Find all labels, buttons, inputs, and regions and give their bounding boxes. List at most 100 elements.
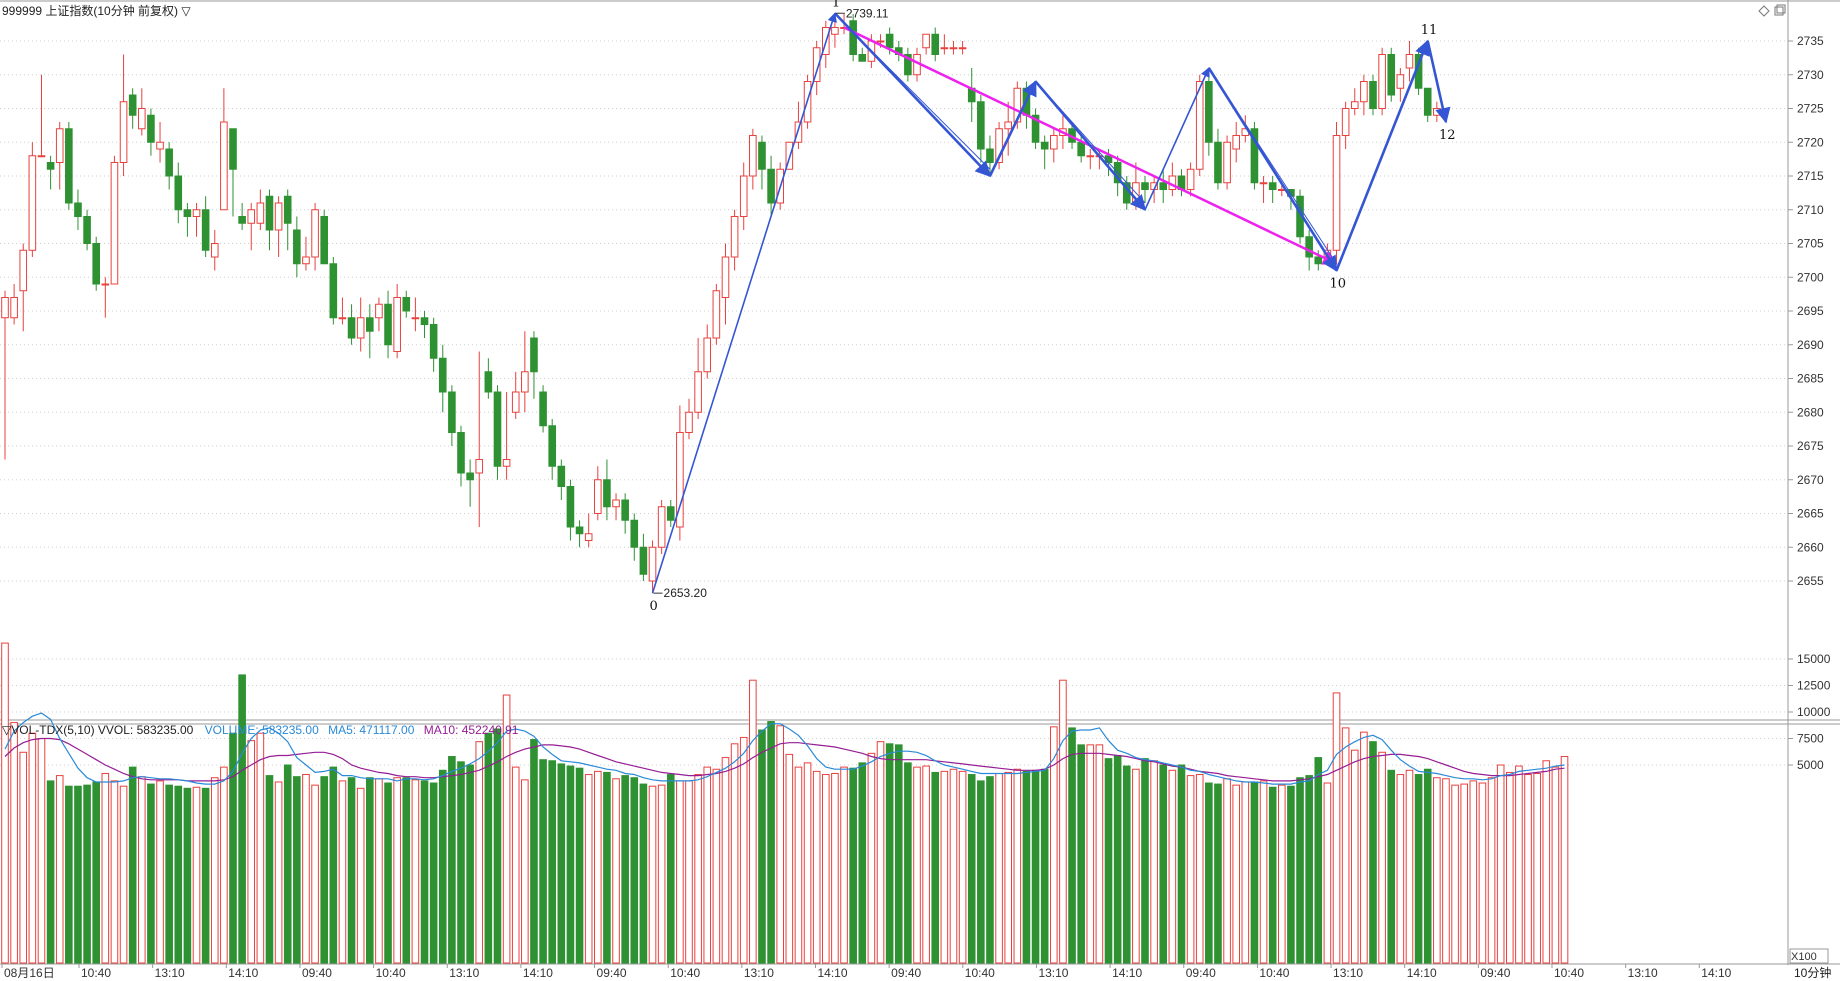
volume-bar-up [1186,775,1195,964]
candle-down [174,162,183,224]
volume-bar-up [1013,768,1022,964]
candle-down [448,385,456,446]
wave-label: 1 [832,0,840,10]
price-tick-label: 2685 [1797,372,1824,386]
volume-bar-up [1278,784,1286,964]
price-tick-label: 2735 [1797,34,1824,48]
wave-segment [1144,67,1210,211]
volume-bar-up [210,777,219,964]
time-axis: 08月16日 10:40 13:10 14:10 09:40 10:40 13:10 14:1… [1,964,1732,980]
candle-up [712,284,721,345]
candle-down [366,304,374,359]
volume-bar-down [967,774,976,964]
candle-up [594,466,602,521]
candle-up [648,540,657,594]
candle-up [1232,122,1241,163]
volume-bar-down [1250,781,1259,964]
candle-down [1423,87,1432,122]
candle-up [1086,149,1095,170]
volume-bar-up [1223,778,1231,964]
candle-down [229,128,237,217]
price-tick-label: 2725 [1797,102,1824,116]
volume-bar-down [128,766,137,964]
candle-down [493,385,502,480]
volume-bar-up [1059,679,1067,964]
volume-bar-down [986,776,994,964]
vol-legend-ma10: MA10: 452240.91 [424,723,519,737]
candle-down [74,189,82,230]
candle-down [931,27,940,62]
volume-bar-up [1259,780,1268,964]
time-tick-label: 13:10 [449,966,479,980]
restore-icon[interactable] [1774,4,1786,16]
price-tick-label: 2720 [1797,135,1824,149]
time-tick-label: 09:40 [891,966,921,980]
candle-down [539,385,547,433]
volume-bar-up [192,786,201,964]
candle-down [1268,176,1277,203]
volume-bar-up [302,774,310,964]
candle-up [694,338,702,419]
time-tick-label: 09:40 [1480,966,1510,980]
candle-up [739,162,748,230]
volume-bar-up [594,770,602,964]
volume-bar-up [612,778,620,964]
volume-bar-down [438,769,447,964]
candle-down [849,14,857,62]
volume-bar-down [1159,764,1168,964]
volume-bar-up [521,779,529,964]
volume-bar-up [831,772,839,964]
volume-bar-up [1095,744,1104,964]
volume-bar-down [1031,769,1040,964]
price-tick-label: 2705 [1797,237,1824,251]
candle-up [685,398,693,440]
volume-tick-label: 12500 [1797,679,1831,693]
time-tick-label: 14:10 [1407,966,1437,980]
time-tick-label: 14:10 [523,966,553,980]
volume-bar-up [101,772,110,964]
time-tick-label: 13:10 [1628,966,1658,980]
price-tick-label: 2715 [1797,169,1824,183]
volume-bar-down [147,783,155,964]
candle-up [256,189,265,230]
volume-bar-down [1296,777,1304,964]
volume-bar-up [1524,774,1532,964]
volume-bar-down [329,766,338,964]
volume-bar-up [1086,744,1095,964]
candle-up [1341,101,1350,149]
wave-segment [1335,39,1430,271]
volume-bar-down [448,756,456,964]
candle-up [940,34,949,55]
wave-annotations: 0 2653.20 1 2739.11 10 11 12 [650,0,1456,614]
candle-up [1405,41,1414,82]
vol-legend: ▽VOL-TDX(5,10) VVOL: 583235.00 VOLUME: 5… [2,723,519,737]
time-tick-label: 13:10 [744,966,774,980]
volume-bar-up [1350,749,1359,964]
period-label[interactable]: 10分钟 [1794,965,1831,980]
wave-segment [1426,40,1451,124]
diamond-icon[interactable] [1758,5,1770,17]
candle-up [1396,68,1405,102]
volume-bar-down [420,780,429,964]
candle-down [557,459,566,500]
volume-bar-down [484,732,493,964]
volume-bar-up [785,753,794,964]
candle-down [92,236,101,291]
candle-down [128,88,137,129]
volume-bar-down [74,785,82,964]
volume-bar-down [320,776,328,964]
candle-down [767,155,775,217]
candle-up [657,500,666,554]
volume-bar-down [1068,727,1076,964]
volume-tick-label: 7500 [1797,732,1824,746]
volume-bar-up [220,766,228,964]
volume-bar-up [995,772,1003,964]
volume-bar-up [156,780,164,964]
volume-bar-down [466,764,474,964]
candle-up [37,74,46,158]
candle-down [621,493,629,534]
volume-bar-down [92,781,101,964]
candle-down [320,209,328,265]
